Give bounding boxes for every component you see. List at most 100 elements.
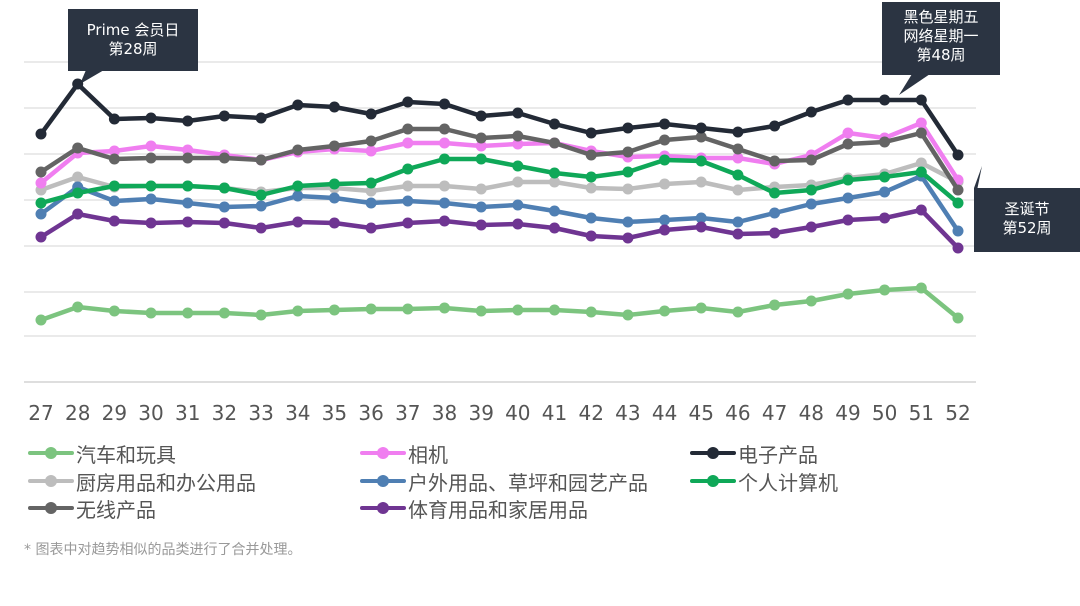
data-point bbox=[952, 149, 964, 161]
x-tick-label: 38 bbox=[432, 401, 457, 425]
data-point bbox=[549, 137, 560, 149]
data-point bbox=[805, 184, 817, 196]
legend-label-camera: 相机 bbox=[408, 442, 448, 467]
data-point bbox=[439, 215, 450, 227]
data-point bbox=[842, 288, 854, 300]
data-point bbox=[72, 187, 84, 199]
x-tick-label: 32 bbox=[212, 401, 237, 425]
data-point bbox=[475, 201, 487, 213]
data-point bbox=[182, 197, 194, 209]
legend-swatch-kitchen-office bbox=[28, 474, 74, 488]
data-point bbox=[72, 78, 84, 90]
data-point bbox=[439, 137, 450, 149]
data-point bbox=[732, 216, 744, 228]
data-point bbox=[402, 137, 414, 149]
x-tick-label: 35 bbox=[322, 401, 347, 425]
data-point bbox=[915, 127, 927, 139]
annotation-black-friday-line2: 网络星期一 bbox=[903, 27, 979, 45]
x-tick-label: 52 bbox=[945, 401, 970, 425]
data-point bbox=[182, 180, 194, 192]
series-2 bbox=[35, 78, 964, 161]
data-point bbox=[879, 171, 891, 183]
series-line bbox=[38, 173, 961, 234]
data-point bbox=[292, 144, 304, 156]
data-point bbox=[952, 312, 964, 324]
legend-swatch-electronics bbox=[690, 446, 736, 460]
data-point bbox=[915, 166, 927, 178]
data-point bbox=[622, 146, 634, 158]
data-point bbox=[622, 216, 634, 228]
data-point bbox=[218, 182, 230, 194]
x-tick-label: 51 bbox=[909, 401, 934, 425]
data-point bbox=[108, 215, 120, 227]
x-tick-label: 39 bbox=[468, 401, 493, 425]
data-point bbox=[549, 304, 560, 316]
data-point bbox=[292, 180, 304, 192]
legend-label-outdoor-garden: 户外用品、草坪和园艺产品 bbox=[408, 470, 648, 495]
data-point bbox=[328, 101, 340, 113]
data-point bbox=[769, 299, 781, 311]
x-tick-label: 41 bbox=[542, 401, 567, 425]
x-tick-label: 33 bbox=[248, 401, 273, 425]
x-tick-label: 31 bbox=[175, 401, 200, 425]
data-point bbox=[439, 302, 450, 314]
legend-swatch-outdoor-garden bbox=[360, 474, 406, 488]
data-point bbox=[328, 140, 340, 152]
data-point bbox=[769, 227, 781, 239]
data-point bbox=[549, 118, 560, 130]
pointer-black-friday bbox=[899, 74, 930, 95]
annotation-christmas: 圣诞节 第52周 bbox=[974, 188, 1080, 252]
data-point bbox=[402, 163, 414, 175]
annotation-prime-day: Prime 会员日 第28周 bbox=[68, 9, 198, 71]
data-point bbox=[108, 180, 120, 192]
data-point bbox=[769, 120, 781, 132]
data-point bbox=[512, 176, 524, 188]
data-point bbox=[659, 214, 671, 226]
data-point bbox=[475, 305, 487, 317]
data-point bbox=[182, 307, 194, 319]
series-line bbox=[38, 120, 961, 186]
annotation-black-friday-line1: 黑色星期五 bbox=[903, 8, 979, 26]
data-point bbox=[915, 204, 927, 216]
annotation-christmas-line1: 圣诞节 bbox=[1004, 200, 1050, 218]
legend-item-auto-toys: 汽车和玩具 bbox=[28, 440, 176, 467]
data-point bbox=[695, 176, 707, 188]
x-tick-label: 30 bbox=[138, 401, 163, 425]
data-point bbox=[35, 314, 47, 326]
data-point bbox=[512, 218, 524, 230]
data-point bbox=[769, 187, 781, 199]
data-point bbox=[145, 193, 157, 205]
series-line bbox=[38, 207, 961, 251]
data-point bbox=[879, 284, 891, 296]
pointer-prime-day bbox=[80, 70, 104, 84]
x-tick-label: 34 bbox=[285, 401, 310, 425]
data-point bbox=[439, 153, 450, 165]
data-point bbox=[365, 177, 377, 189]
data-point bbox=[842, 127, 854, 139]
data-point bbox=[695, 302, 707, 314]
legend-item-outdoor-garden: 户外用品、草坪和园艺产品 bbox=[360, 468, 648, 495]
x-tick-label: 37 bbox=[395, 401, 420, 425]
annotation-prime-day-line2: 第28周 bbox=[108, 40, 158, 58]
x-tick-label: 49 bbox=[835, 401, 860, 425]
data-point bbox=[108, 305, 120, 317]
series-4 bbox=[35, 170, 964, 237]
data-point bbox=[182, 152, 194, 164]
data-point bbox=[182, 216, 194, 228]
data-point bbox=[108, 153, 120, 165]
data-point bbox=[805, 106, 817, 118]
data-point bbox=[365, 135, 377, 147]
data-point bbox=[218, 201, 230, 213]
data-point bbox=[145, 180, 157, 192]
data-point bbox=[475, 183, 487, 195]
series-6 bbox=[35, 123, 964, 196]
legend-label-sports-home: 体育用品和家居用品 bbox=[408, 497, 588, 522]
data-point bbox=[255, 222, 267, 234]
legend-swatch-camera bbox=[360, 446, 406, 460]
legend-swatch-sports-home bbox=[360, 501, 406, 515]
data-point bbox=[292, 305, 304, 317]
footnote: * 图表中对趋势相似的品类进行了合并处理。 bbox=[24, 542, 302, 558]
data-point bbox=[842, 138, 854, 150]
data-point bbox=[695, 212, 707, 224]
data-point bbox=[659, 134, 671, 146]
